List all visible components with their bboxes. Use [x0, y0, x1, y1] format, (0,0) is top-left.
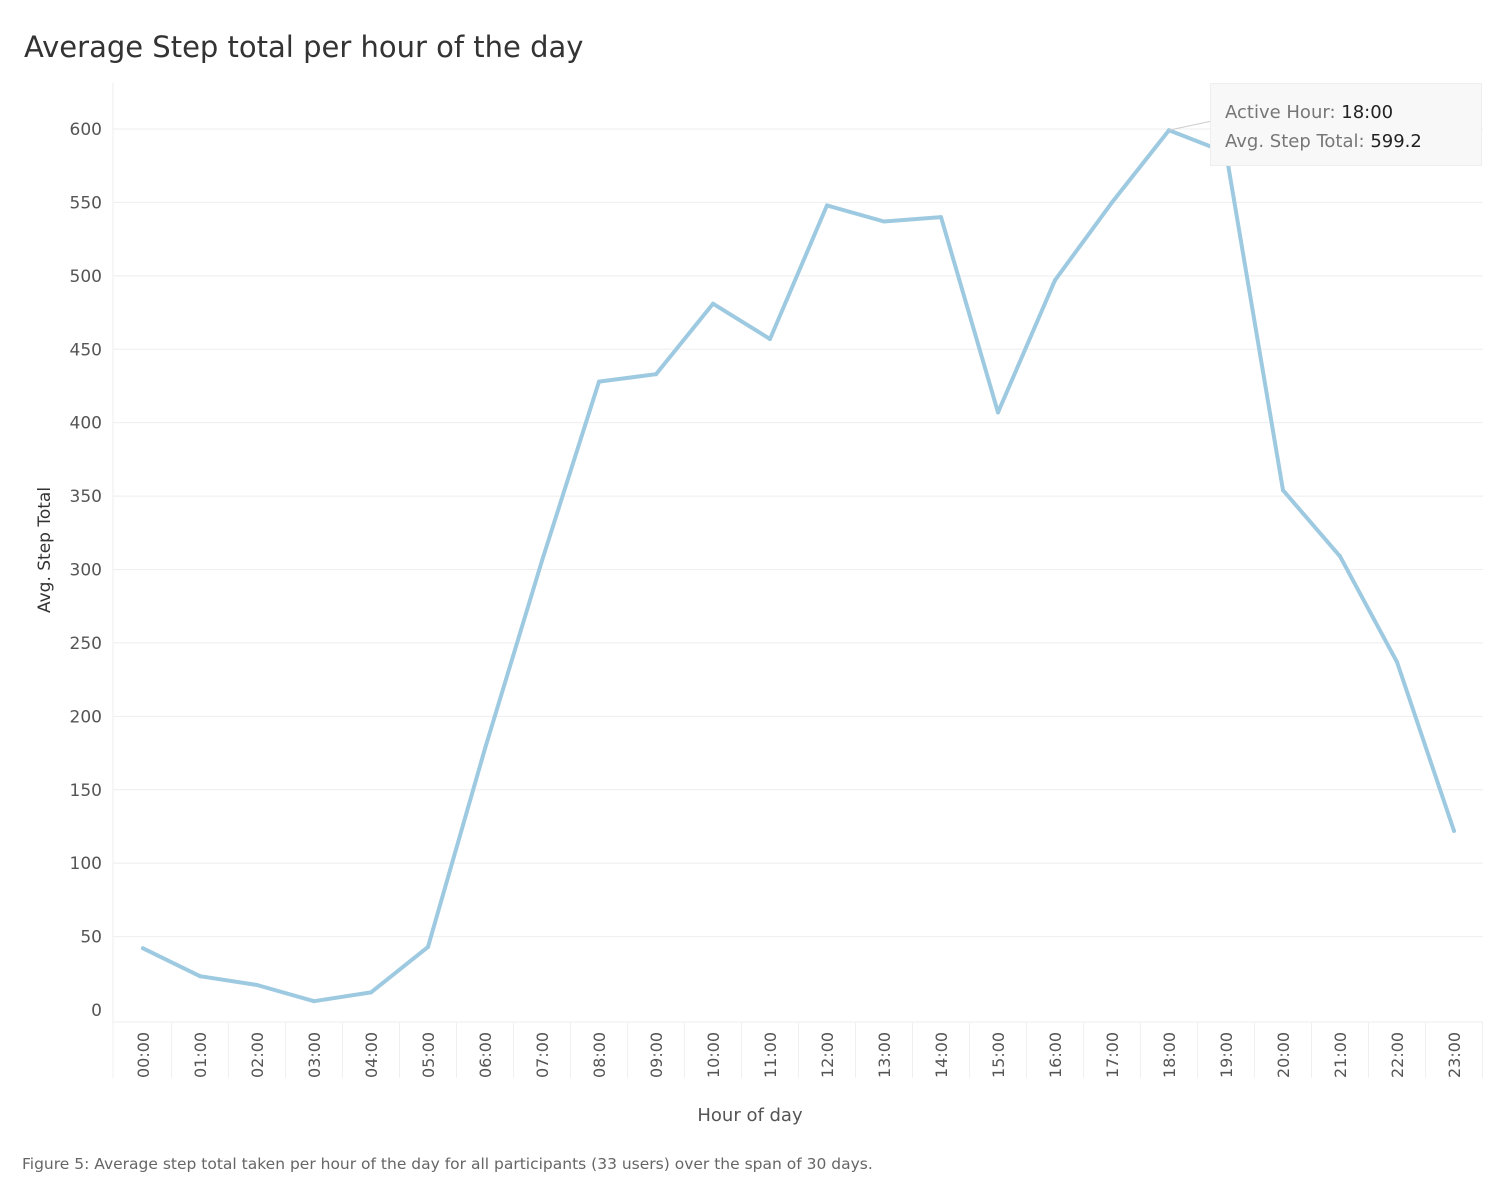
x-tick-label: 03:00	[305, 1032, 324, 1078]
x-tick-label: 07:00	[533, 1032, 552, 1078]
data-point[interactable]	[1452, 828, 1456, 833]
data-point[interactable]	[255, 983, 259, 987]
x-tick-label: 02:00	[248, 1032, 267, 1078]
data-point[interactable]	[198, 974, 202, 979]
y-axis-ticks: 0 50 100 150 200 250 300 350 400 450 500 550 600	[70, 120, 102, 1021]
y-tick-label: 100	[70, 854, 102, 874]
y-tick-label: 300	[70, 561, 102, 581]
data-point[interactable]	[939, 215, 943, 220]
data-point[interactable]	[768, 337, 772, 341]
y-tick-label: 550	[70, 193, 102, 213]
x-tick-label: 23:00	[1445, 1032, 1464, 1078]
x-axis-ticks: 00:00 01:00 02:00 03:00 04:00 05:00 06:00 07:00…	[112, 1022, 1483, 1078]
tooltip-step-label: Avg. Step Total:	[1225, 131, 1365, 152]
data-point[interactable]	[825, 203, 829, 208]
figure-caption: Figure 5: Average step total taken per h…	[22, 1155, 873, 1173]
tooltip: Active Hour: 18:00 Avg. Step Total: 599.…	[1210, 83, 1482, 166]
x-tick-label: 12:00	[818, 1032, 837, 1078]
x-tick-label: 04:00	[362, 1032, 381, 1078]
y-tick-label: 500	[70, 267, 102, 287]
data-point[interactable]	[540, 558, 544, 563]
tooltip-hour-value: 18:00	[1341, 102, 1394, 123]
tooltip-step-row: Avg. Step Total: 599.2	[1225, 127, 1481, 156]
data-point[interactable]	[426, 944, 430, 949]
tooltip-step-value: 599.2	[1370, 131, 1422, 152]
tooltip-connector	[1168, 120, 1213, 131]
data-point[interactable]	[1281, 488, 1285, 493]
x-tick-label: 19:00	[1217, 1032, 1236, 1078]
y-axis-label: Avg. Step Total	[35, 487, 55, 613]
x-tick-label: 08:00	[590, 1032, 609, 1078]
x-tick-label: 20:00	[1274, 1032, 1293, 1078]
x-tick-label: 00:00	[134, 1032, 153, 1078]
x-tick-label: 06:00	[476, 1032, 495, 1078]
x-tick-label: 05:00	[419, 1032, 438, 1078]
data-point[interactable]	[312, 999, 316, 1004]
y-tick-label: 600	[70, 120, 102, 140]
data-point[interactable]	[654, 372, 658, 377]
x-tick-label: 10:00	[704, 1032, 723, 1078]
x-tick-label: 01:00	[191, 1032, 210, 1078]
tooltip-hour-row: Active Hour: 18:00	[1225, 98, 1481, 127]
x-tick-label: 14:00	[932, 1032, 951, 1078]
data-point[interactable]	[141, 946, 145, 951]
data-point[interactable]	[1395, 660, 1399, 664]
y-tick-label: 200	[70, 707, 102, 727]
y-tick-label: 50	[80, 928, 102, 948]
y-tick-label: 250	[70, 634, 102, 654]
x-tick-label: 21:00	[1331, 1032, 1350, 1078]
series-lines	[141, 120, 1456, 1004]
data-point[interactable]	[369, 990, 373, 995]
x-tick-label: 22:00	[1388, 1032, 1407, 1078]
data-point[interactable]	[597, 379, 601, 384]
data-point[interactable]	[483, 746, 487, 751]
data-point[interactable]	[1053, 278, 1057, 283]
x-tick-label: 16:00	[1046, 1032, 1065, 1078]
gridlines	[112, 83, 1483, 1023]
y-tick-label: 0	[91, 1001, 102, 1021]
chart-title: Average Step total per hour of the day	[24, 30, 584, 64]
x-tick-label: 17:00	[1103, 1032, 1122, 1078]
x-axis-label: Hour of day	[697, 1105, 803, 1126]
x-tick-label: 09:00	[647, 1032, 666, 1078]
x-tick-label: 18:00	[1160, 1032, 1179, 1078]
y-tick-label: 450	[70, 340, 102, 360]
y-tick-label: 150	[70, 781, 102, 801]
data-point[interactable]	[996, 410, 1000, 415]
data-point[interactable]	[882, 219, 886, 224]
y-tick-label: 400	[70, 414, 102, 434]
y-tick-label: 350	[70, 487, 102, 507]
x-tick-label: 13:00	[875, 1032, 894, 1078]
x-tick-label: 15:00	[989, 1032, 1008, 1078]
data-point[interactable]	[1110, 200, 1114, 205]
tooltip-hour-label: Active Hour:	[1225, 102, 1336, 123]
series-line	[141, 128, 1456, 1004]
data-point[interactable]	[711, 301, 715, 306]
data-point[interactable]	[1167, 128, 1171, 133]
data-point[interactable]	[1338, 554, 1342, 559]
x-tick-label: 11:00	[761, 1032, 780, 1078]
